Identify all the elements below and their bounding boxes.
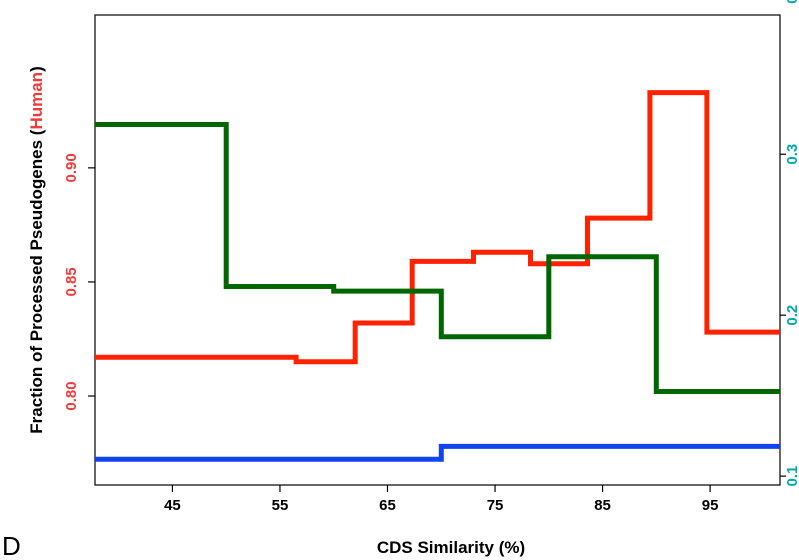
x-tick-label: 75 — [487, 497, 504, 514]
x-tick-label: 65 — [379, 497, 396, 514]
series-layer — [95, 90, 780, 462]
y-axis-label-suffix: ) — [27, 66, 46, 72]
left-tick-label: 0.80 — [63, 381, 80, 410]
x-tick-label: 85 — [594, 497, 611, 514]
series-line-2 — [95, 122, 780, 394]
right-tick-label: 0.2 — [784, 305, 799, 326]
right-tick-label: 0.4 — [784, 0, 799, 4]
right-tick-label: 0.3 — [784, 144, 799, 165]
y-axis-left: 0.80 0.85 0.90 — [63, 153, 95, 411]
y-axis-label-prefix: Fraction of Processed Pseudogenes ( — [27, 129, 46, 434]
left-tick-label: 0.85 — [63, 267, 80, 296]
y-axis-label-highlight: Human — [27, 72, 46, 130]
series-line-3 — [95, 443, 780, 462]
x-tick-label: 55 — [272, 497, 289, 514]
x-tick-label: 45 — [164, 497, 181, 514]
series-line-1 — [95, 90, 780, 365]
x-axis-label: CDS Similarity (%) — [377, 538, 525, 557]
x-tick-label: 95 — [702, 497, 719, 514]
y-axis-right: 0.1 0.2 0.3 0.4 — [780, 0, 799, 487]
plot-frame — [94, 14, 781, 486]
panel-label: D — [2, 531, 21, 560]
y-axis-label: Fraction of Processed Pseudogenes (Human… — [27, 66, 46, 434]
left-tick-label: 0.90 — [63, 153, 80, 182]
x-axis: 45 55 65 75 85 95 — [164, 485, 718, 514]
right-tick-label: 0.1 — [784, 466, 799, 487]
